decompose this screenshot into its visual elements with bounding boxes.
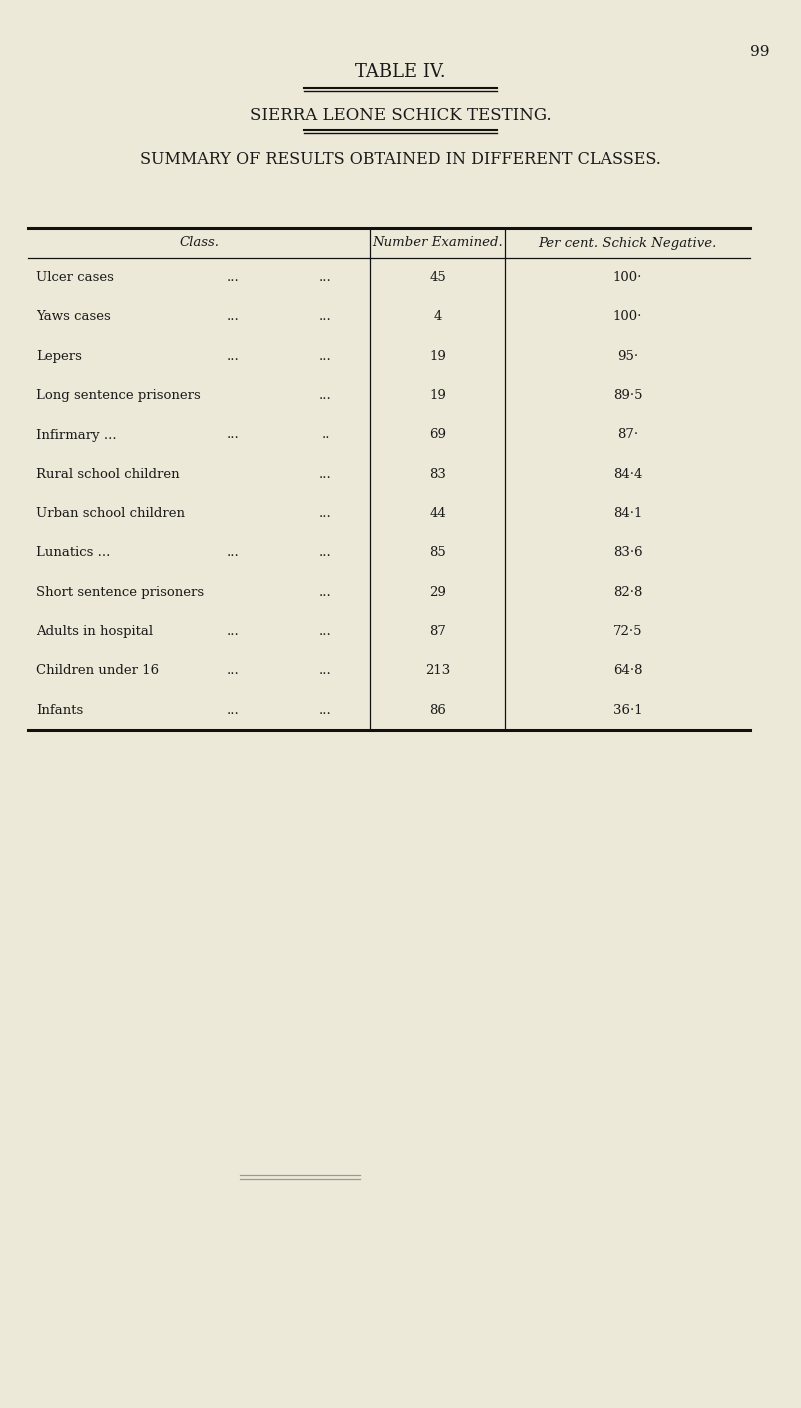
Text: 44: 44 <box>429 507 446 520</box>
Text: ...: ... <box>319 349 332 363</box>
Text: ...: ... <box>319 507 332 520</box>
Text: Lepers: Lepers <box>36 349 82 363</box>
Text: 87·: 87· <box>617 428 638 442</box>
Text: 19: 19 <box>429 349 446 363</box>
Text: 87: 87 <box>429 625 446 638</box>
Text: 84·4: 84·4 <box>613 467 642 482</box>
Text: ...: ... <box>227 665 239 677</box>
Text: Yaws cases: Yaws cases <box>36 311 111 324</box>
Text: 45: 45 <box>429 272 446 284</box>
Text: 82·8: 82·8 <box>613 586 642 598</box>
Text: ...: ... <box>227 311 239 324</box>
Text: 100·: 100· <box>613 272 642 284</box>
Text: SIERRA LEONE SCHICK TESTING.: SIERRA LEONE SCHICK TESTING. <box>250 107 551 124</box>
Text: 83: 83 <box>429 467 446 482</box>
Text: 64·8: 64·8 <box>613 665 642 677</box>
Text: ...: ... <box>227 546 239 559</box>
Text: ...: ... <box>319 311 332 324</box>
Text: Short sentence prisoners: Short sentence prisoners <box>36 586 204 598</box>
Text: ...: ... <box>227 625 239 638</box>
Text: TABLE IV.: TABLE IV. <box>355 63 446 82</box>
Text: 4: 4 <box>433 311 441 324</box>
Text: ...: ... <box>227 428 239 442</box>
Text: Long sentence prisoners: Long sentence prisoners <box>36 389 201 403</box>
Text: 213: 213 <box>425 665 450 677</box>
Text: 83·6: 83·6 <box>613 546 642 559</box>
Text: Adults in hospital: Adults in hospital <box>36 625 153 638</box>
Text: 89·5: 89·5 <box>613 389 642 403</box>
Text: Lunatics ...: Lunatics ... <box>36 546 111 559</box>
Text: 72·5: 72·5 <box>613 625 642 638</box>
Text: Children under 16: Children under 16 <box>36 665 159 677</box>
Text: 69: 69 <box>429 428 446 442</box>
Text: Infants: Infants <box>36 704 83 717</box>
Text: SUMMARY OF RESULTS OBTAINED IN DIFFERENT CLASSES.: SUMMARY OF RESULTS OBTAINED IN DIFFERENT… <box>140 152 661 169</box>
Text: Infirmary ...: Infirmary ... <box>36 428 117 442</box>
Text: Number Examined.: Number Examined. <box>372 237 503 249</box>
Text: ...: ... <box>319 546 332 559</box>
Text: ...: ... <box>319 389 332 403</box>
Text: ...: ... <box>227 272 239 284</box>
Text: 95·: 95· <box>617 349 638 363</box>
Text: ...: ... <box>319 665 332 677</box>
Text: Rural school children: Rural school children <box>36 467 179 482</box>
Text: ...: ... <box>227 704 239 717</box>
Text: 36·1: 36·1 <box>613 704 642 717</box>
Text: 29: 29 <box>429 586 446 598</box>
Text: Per cent. Schick Negative.: Per cent. Schick Negative. <box>538 237 717 249</box>
Text: Ulcer cases: Ulcer cases <box>36 272 114 284</box>
Text: ..: .. <box>321 428 330 442</box>
Text: ...: ... <box>319 625 332 638</box>
Text: 84·1: 84·1 <box>613 507 642 520</box>
Text: ...: ... <box>319 704 332 717</box>
Text: Class.: Class. <box>179 237 219 249</box>
Text: Urban school children: Urban school children <box>36 507 185 520</box>
Text: ...: ... <box>319 272 332 284</box>
Text: ...: ... <box>227 349 239 363</box>
Text: 99: 99 <box>751 45 770 59</box>
Text: 85: 85 <box>429 546 446 559</box>
Text: ...: ... <box>319 467 332 482</box>
Text: ...: ... <box>319 586 332 598</box>
Text: 19: 19 <box>429 389 446 403</box>
Text: 86: 86 <box>429 704 446 717</box>
Text: 100·: 100· <box>613 311 642 324</box>
